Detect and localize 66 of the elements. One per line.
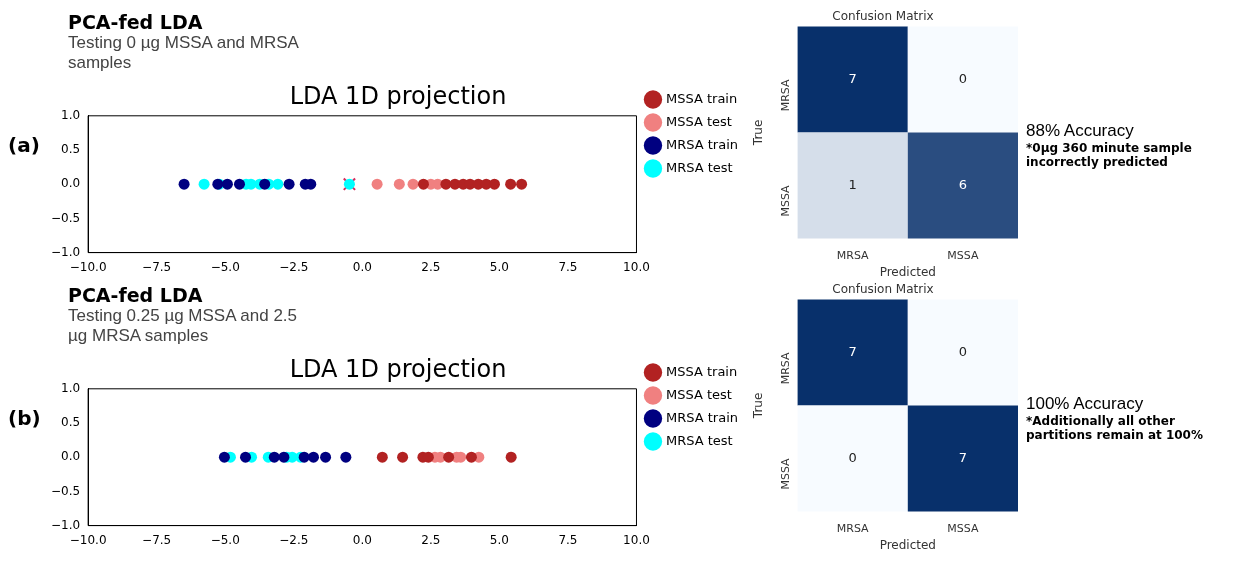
y-tick-label: −0.5 xyxy=(51,210,81,225)
x-tick-label: −10.0 xyxy=(69,532,107,547)
y-tick-label: 0.5 xyxy=(61,142,81,157)
text: (a) xyxy=(8,132,41,157)
x-tick-label: 2.5 xyxy=(421,259,441,274)
x-tick-label: 2.5 xyxy=(421,532,441,547)
y-tick-label: 0.0 xyxy=(61,176,81,191)
legend-label: MSSA train xyxy=(665,363,738,379)
x-axis-title: Predicted xyxy=(879,537,936,552)
legend-label: MRSA train xyxy=(665,409,738,425)
text: *0µg 360 minute sample incorrectly predicted xyxy=(1026,140,1193,169)
y-tick-label: 1.0 xyxy=(61,107,81,122)
x-tick-label: 10.0 xyxy=(623,259,650,274)
legend-label: MRSA test xyxy=(665,432,733,448)
text: *Additionally all other partitions remain at 100% xyxy=(1026,413,1204,442)
y-tick-label: MSSA xyxy=(779,184,793,217)
data-label: 0 xyxy=(958,70,968,86)
chart-title: LDA 1D projection xyxy=(289,354,507,383)
data-label: 7 xyxy=(958,449,968,465)
legend-label: MSSA test xyxy=(665,386,732,402)
chart-subtitle: Testing 0.25 µg MSSA and 2.5 µg MRSA samples xyxy=(68,306,299,346)
x-tick-label: 7.5 xyxy=(558,259,578,274)
text: PCA-fed LDA xyxy=(68,284,204,306)
chart-title: Confusion Matrix xyxy=(832,8,934,23)
y-axis-title: True xyxy=(751,119,766,146)
x-tick-label: 0.0 xyxy=(352,532,372,547)
chart-title: Confusion Matrix xyxy=(832,281,934,296)
text: PCA-fed LDA xyxy=(68,11,204,33)
x-tick-label: −5.0 xyxy=(210,532,240,547)
chart-subtitle: Testing 0 µg MSSA and MRSA samples xyxy=(68,33,300,73)
chart-title: LDA 1D projection xyxy=(289,81,507,110)
text: (b) xyxy=(8,405,42,430)
y-tick-label: MRSA xyxy=(779,78,793,111)
y-tick-label: 1.0 xyxy=(61,380,81,395)
x-tick-label: −10.0 xyxy=(69,259,107,274)
x-tick-label: −2.5 xyxy=(279,532,309,547)
legend-label: MSSA test xyxy=(665,113,732,129)
data-label: 1 xyxy=(848,176,857,192)
text: 100% Accuracy xyxy=(1026,393,1145,414)
x-tick-label: 0.0 xyxy=(352,259,372,274)
legend-label: MRSA test xyxy=(665,159,733,175)
legend-label: MRSA train xyxy=(665,136,738,152)
x-tick-label: 10.0 xyxy=(623,532,650,547)
y-tick-label: 0.0 xyxy=(61,449,81,464)
data-label: 7 xyxy=(848,70,857,86)
y-tick-label: −0.5 xyxy=(51,483,81,498)
x-tick-label: −2.5 xyxy=(279,259,309,274)
y-tick-label: −1.0 xyxy=(51,517,81,532)
x-axis-title: Predicted xyxy=(879,264,936,279)
x-tick-label: 5.0 xyxy=(489,259,509,274)
y-tick-label: MRSA xyxy=(779,351,793,384)
text: 88% Accuracy xyxy=(1026,120,1135,141)
x-tick-label: 5.0 xyxy=(489,532,509,547)
legend-label: MSSA train xyxy=(665,90,738,106)
y-tick-label: −1.0 xyxy=(51,244,81,259)
x-tick-label: −7.5 xyxy=(142,532,172,547)
x-tick-label: 7.5 xyxy=(558,532,578,547)
y-tick-label: MSSA xyxy=(779,457,793,490)
x-tick-label: −7.5 xyxy=(142,259,172,274)
y-axis-title: True xyxy=(751,392,766,419)
data-label: 7 xyxy=(848,343,857,359)
y-tick-label: 0.5 xyxy=(61,415,81,430)
x-tick-label: −5.0 xyxy=(210,259,240,274)
data-label: 6 xyxy=(958,176,968,192)
data-label: 0 xyxy=(848,449,857,465)
data-label: 0 xyxy=(958,343,968,359)
